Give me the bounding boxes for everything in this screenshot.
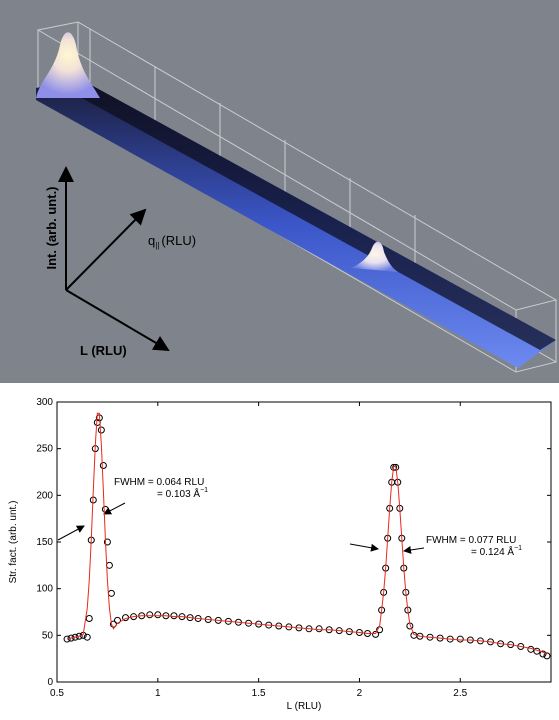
data-point xyxy=(71,633,79,641)
annotation-sup: −1 xyxy=(200,487,208,494)
peak-surface xyxy=(36,32,100,98)
y-tick-label: 100 xyxy=(36,584,53,595)
y-tick-label: 50 xyxy=(42,630,54,641)
data-point xyxy=(107,589,115,597)
data-point xyxy=(170,612,178,620)
x-tick-label: 2 xyxy=(357,688,363,699)
data-point xyxy=(154,611,162,619)
data-point xyxy=(101,505,109,513)
data-point xyxy=(97,426,105,434)
x-tick-label: 0.5 xyxy=(50,688,64,699)
data-point xyxy=(517,643,525,651)
x-tick-label: 2.5 xyxy=(453,688,467,699)
data-point xyxy=(103,538,111,546)
y-axis-label: Str. fact. (arb. unt.) xyxy=(8,501,19,584)
annotation: = 0.124 Å−1 xyxy=(471,545,522,558)
annotation-sup: −1 xyxy=(514,545,522,552)
surface-shadow xyxy=(36,80,556,350)
data-point xyxy=(372,630,380,638)
annotation-arrows xyxy=(57,502,425,554)
data-point xyxy=(99,461,107,469)
data-point xyxy=(85,615,93,623)
y-tick-label: 300 xyxy=(36,397,53,408)
annotation: FWHM = 0.077 RLU xyxy=(426,535,516,546)
y-tick-label: 200 xyxy=(36,490,53,501)
x-tick-label: 1 xyxy=(155,688,161,699)
data-point xyxy=(83,633,91,641)
intensity-surface xyxy=(36,80,556,368)
data-point xyxy=(543,652,551,660)
chart: L (RLU) Str. fact. (arb. unt.) FWHM = 0.… xyxy=(8,397,552,712)
data-point xyxy=(146,611,154,619)
data-point xyxy=(456,635,464,643)
annotation-text: = 0.103 Å xyxy=(157,487,200,500)
data-point xyxy=(63,635,71,643)
axis-label: Int. (arb. unt.) xyxy=(44,186,59,269)
data-point xyxy=(75,632,83,640)
x-axis-label: L (RLU) xyxy=(287,701,322,712)
axis-subscript: || xyxy=(155,241,159,250)
x-tick-label: 1.5 xyxy=(252,688,266,699)
data-point xyxy=(67,634,75,642)
annotation: FWHM = 0.064 RLU xyxy=(114,477,204,488)
data-point xyxy=(105,561,113,569)
y-tick-label: 0 xyxy=(47,677,53,688)
axis-arrows xyxy=(58,166,170,352)
y-tick-label: 250 xyxy=(36,444,53,455)
y-tick-label: 150 xyxy=(36,537,53,548)
peak-surface xyxy=(352,241,398,272)
render-panel: Int. (arb. unt.) q|| (RLU) L (RLU) xyxy=(0,0,559,383)
axis-symbol: q xyxy=(148,233,155,248)
annotation-text: = 0.124 Å xyxy=(471,545,514,558)
fit-line xyxy=(66,412,548,655)
axis-unit: (RLU) xyxy=(161,233,196,248)
axis-label: q|| (RLU) xyxy=(148,233,196,250)
annotation: = 0.103 Å−1 xyxy=(157,487,208,500)
data-point xyxy=(315,625,323,633)
axis-label: L (RLU) xyxy=(80,343,127,358)
